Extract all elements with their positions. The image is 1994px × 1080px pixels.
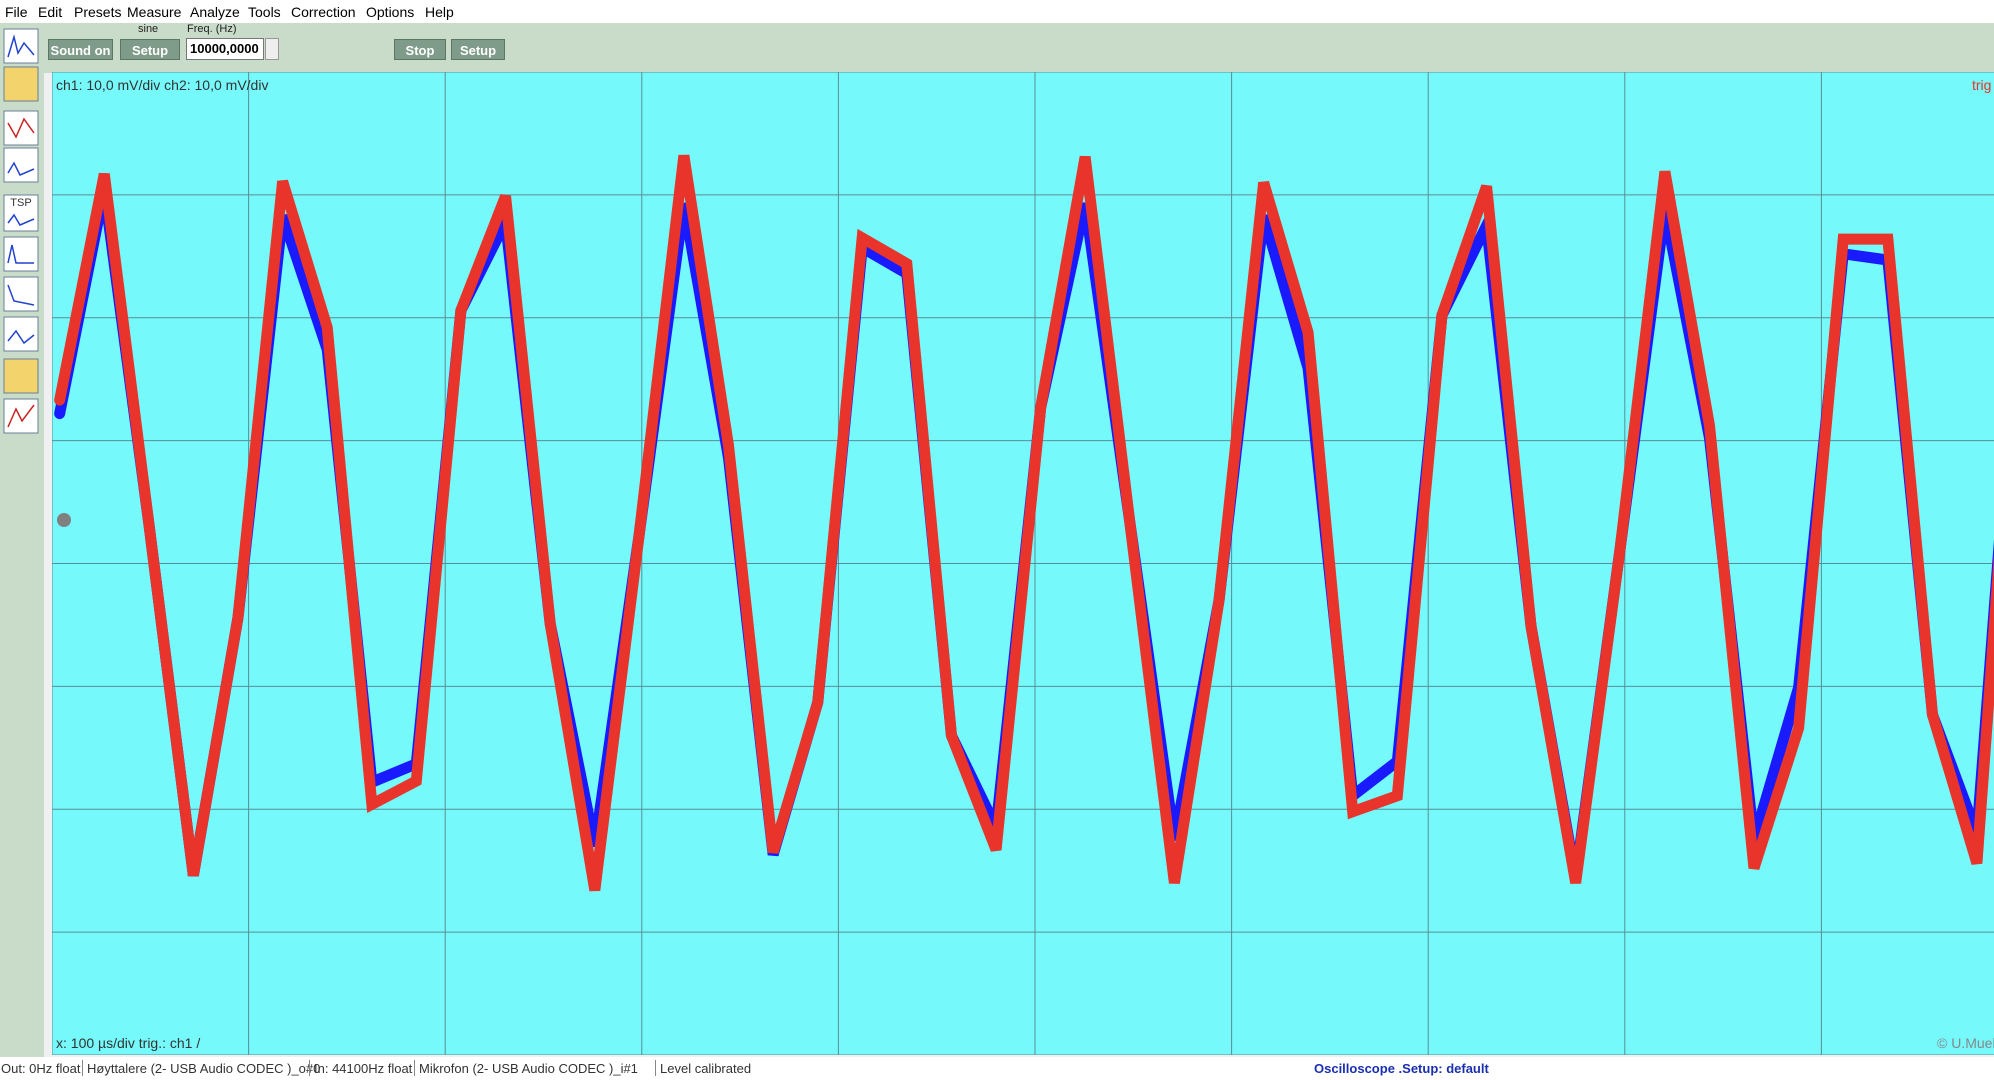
- icon[interactable]: [3, 398, 39, 434]
- icon[interactable]: [3, 358, 39, 394]
- icon-glyph: [7, 284, 35, 306]
- menu-item[interactable]: Edit: [38, 4, 63, 20]
- icon-glyph: [7, 244, 34, 264]
- trace: [54, 154, 1994, 892]
- icon[interactable]: [3, 316, 39, 352]
- menu-bar: File Edit Presets Measure Analyze Tools Correc…: [0, 0, 1994, 23]
- trigger-label: trig: [1972, 77, 1992, 93]
- setup-button[interactable]: Setup: [451, 39, 505, 60]
- status-segment: Mikrofon (2- USB Audio CODEC )_i#1: [419, 1061, 638, 1076]
- icon-glyph: [7, 34, 35, 58]
- icon-glyph: [7, 329, 35, 345]
- status-segment: Høyttalere (2- USB Audio CODEC )_o#0: [87, 1061, 321, 1076]
- status-separator: [414, 1060, 415, 1076]
- sidebar: TSP: [0, 23, 44, 1057]
- scope-screen: [52, 72, 1994, 1055]
- menu-item[interactable]: Options: [366, 4, 415, 20]
- freq-input[interactable]: 10000,0000: [186, 38, 264, 60]
- traces: [54, 154, 1994, 892]
- status-separator: [655, 1060, 656, 1076]
- menu-item[interactable]: File: [5, 4, 28, 20]
- menu-item[interactable]: Measure: [127, 4, 182, 20]
- setup-button[interactable]: Setup: [120, 39, 180, 60]
- icon[interactable]: [3, 110, 39, 146]
- freq-spinner[interactable]: [265, 38, 279, 60]
- icon-glyph: [7, 117, 35, 139]
- timebase-label: x: 100 µs/div trig.: ch1 /: [56, 1035, 201, 1051]
- tsp-label: TSP: [10, 197, 31, 209]
- icon-glyph: [7, 404, 35, 428]
- trigger-marker: [57, 513, 71, 527]
- status-separator: [82, 1060, 83, 1076]
- status-segment: In: 44100Hz float: [314, 1061, 413, 1076]
- channel-scale: ch1: 10,0 mV/div ch2: 10,0 mV/div: [56, 77, 269, 93]
- status-bar: Oscilloscope .Setup: default Out: 0Hz fl…: [0, 1057, 1994, 1080]
- status-segment: Level calibrated: [660, 1061, 752, 1076]
- icon[interactable]: [3, 276, 39, 312]
- icon[interactable]: [3, 28, 39, 64]
- icon-glyph: [7, 161, 35, 176]
- copyright: © U.Muel: [1937, 1035, 1994, 1051]
- menu-item[interactable]: Correction: [291, 4, 356, 20]
- icon-glyph: [7, 213, 35, 226]
- waveform-label: sine: [138, 23, 159, 35]
- menu-item[interactable]: Presets: [74, 4, 122, 20]
- icon[interactable]: [3, 66, 39, 102]
- menu-item[interactable]: Tools: [248, 4, 281, 20]
- setup-status: Oscilloscope .Setup: default: [1314, 1061, 1489, 1076]
- freq-label: Freq. (Hz): [187, 23, 237, 35]
- sidebar-icons: TSP: [3, 28, 39, 434]
- icon[interactable]: [3, 236, 39, 272]
- sound-button[interactable]: Sound on: [48, 39, 113, 60]
- menu-item[interactable]: Analyze: [190, 4, 240, 20]
- status-segment: Out: 0Hz float: [1, 1061, 81, 1076]
- menu-item[interactable]: Help: [425, 4, 454, 20]
- toolbar: Sound on sine Setup Freq. (Hz) 10000,000…: [0, 23, 1994, 73]
- stop-button[interactable]: Stop: [394, 39, 446, 60]
- icon[interactable]: [3, 147, 39, 183]
- status-separator: [309, 1060, 310, 1076]
